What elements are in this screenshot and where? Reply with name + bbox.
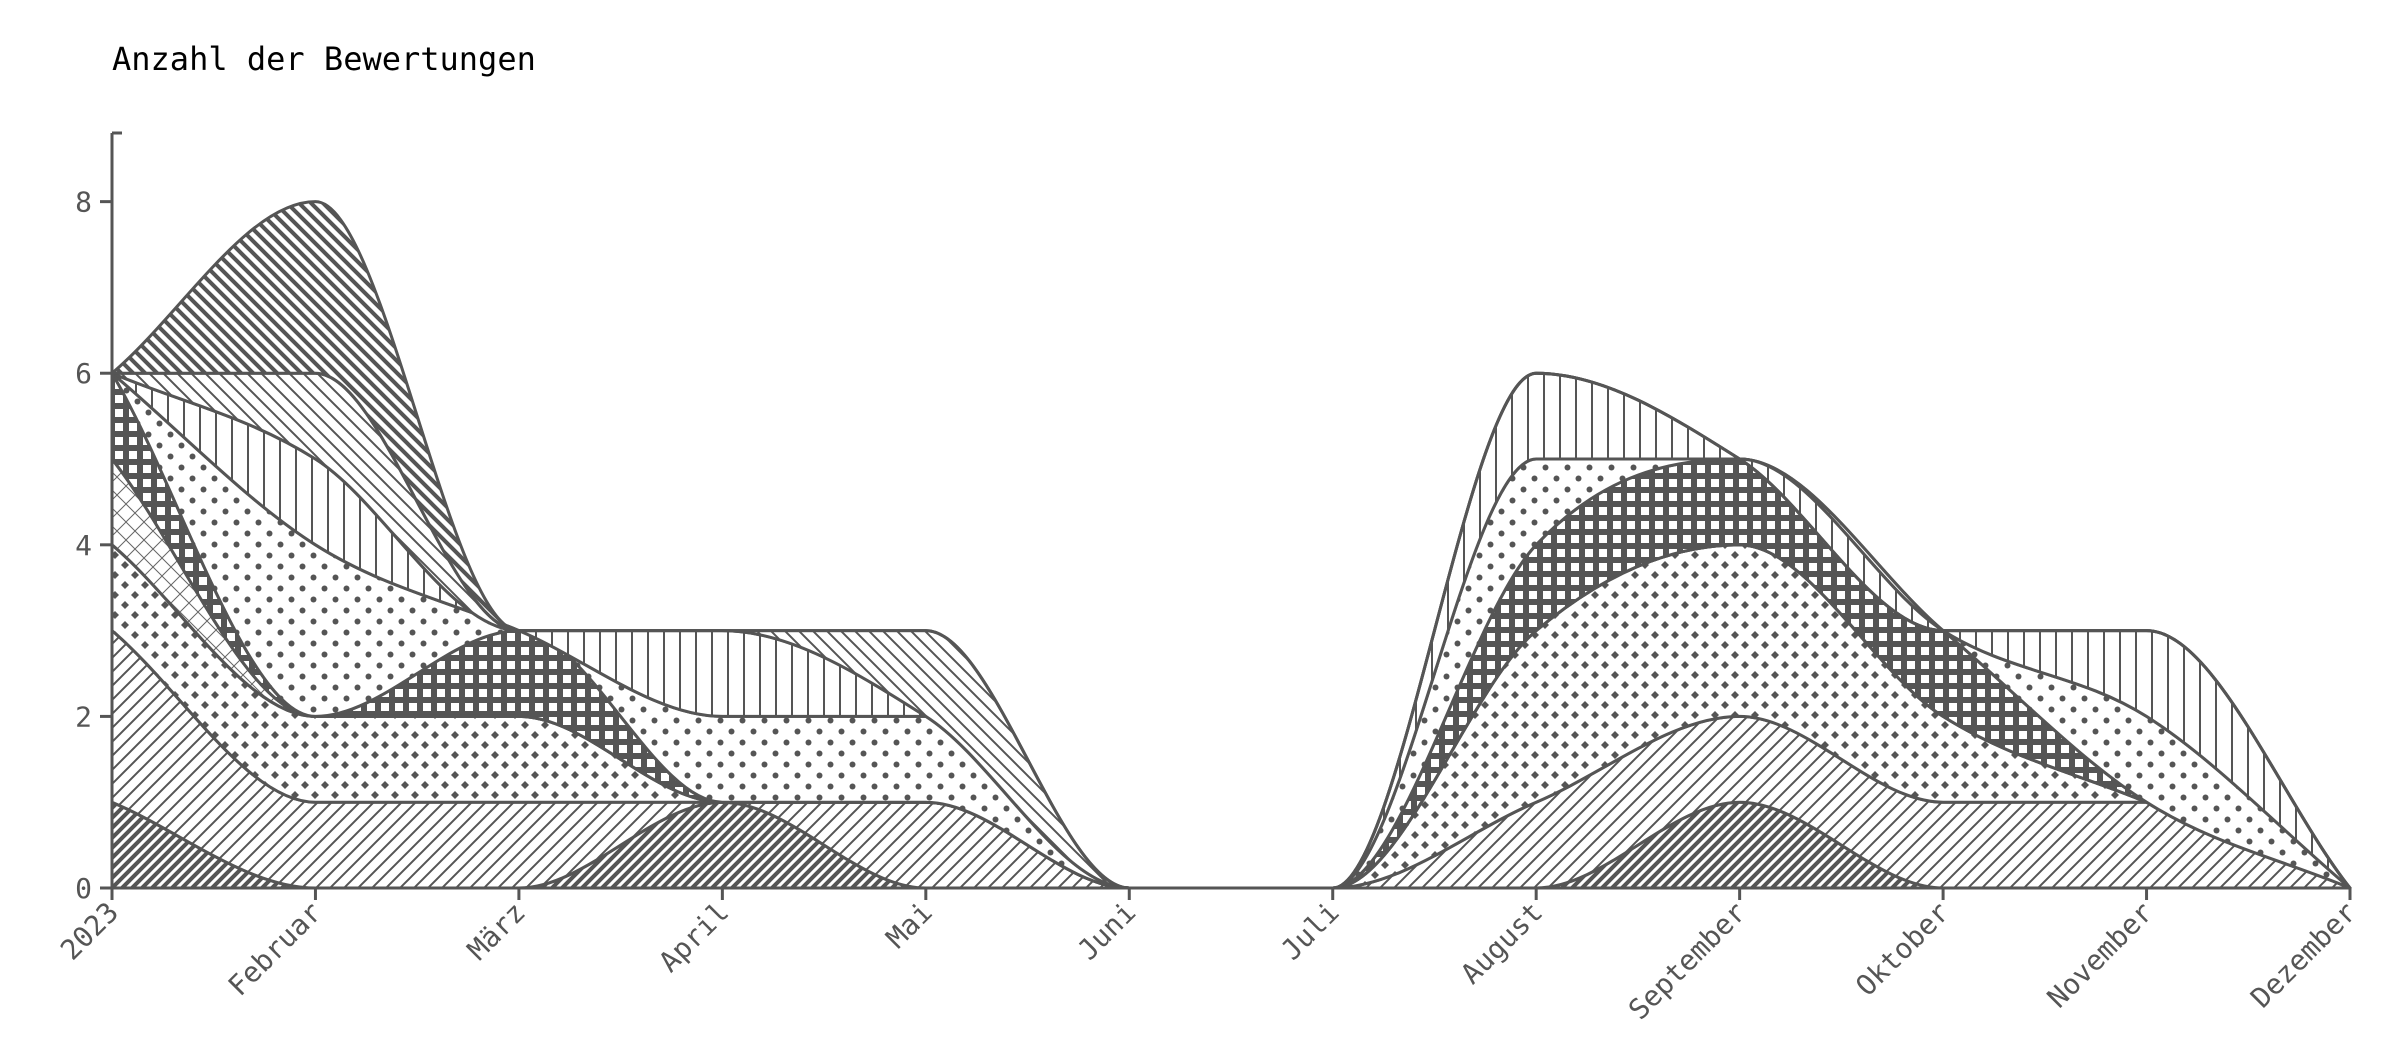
y-tick-label: 4 [75, 529, 92, 562]
y-tick-label: 2 [75, 700, 92, 733]
x-tick-label: Juni [1071, 896, 1142, 967]
y-tick-label: 0 [75, 872, 92, 905]
x-tick-label: September [1622, 896, 1753, 1027]
y-tick-label: 8 [75, 186, 92, 219]
area-series-9 [110, 200, 2352, 890]
area-layers [110, 200, 2352, 890]
y-tick-label: 6 [75, 357, 92, 390]
x-tick-label: Dezember [2244, 896, 2363, 1015]
x-tick-label: April [652, 896, 735, 979]
x-tick-label: August [1454, 896, 1549, 991]
x-tick-label: März [461, 896, 532, 967]
x-tick-label: November [2041, 896, 2160, 1015]
x-tick-label: 2023 [54, 896, 125, 967]
chart-title: Anzahl der Bewertungen [112, 40, 536, 78]
x-tick-label: Oktober [1849, 896, 1956, 1003]
x-tick-label: Juli [1275, 896, 1346, 967]
x-tick-label: Februar [222, 896, 329, 1003]
x-tick-label: Mai [880, 896, 939, 955]
